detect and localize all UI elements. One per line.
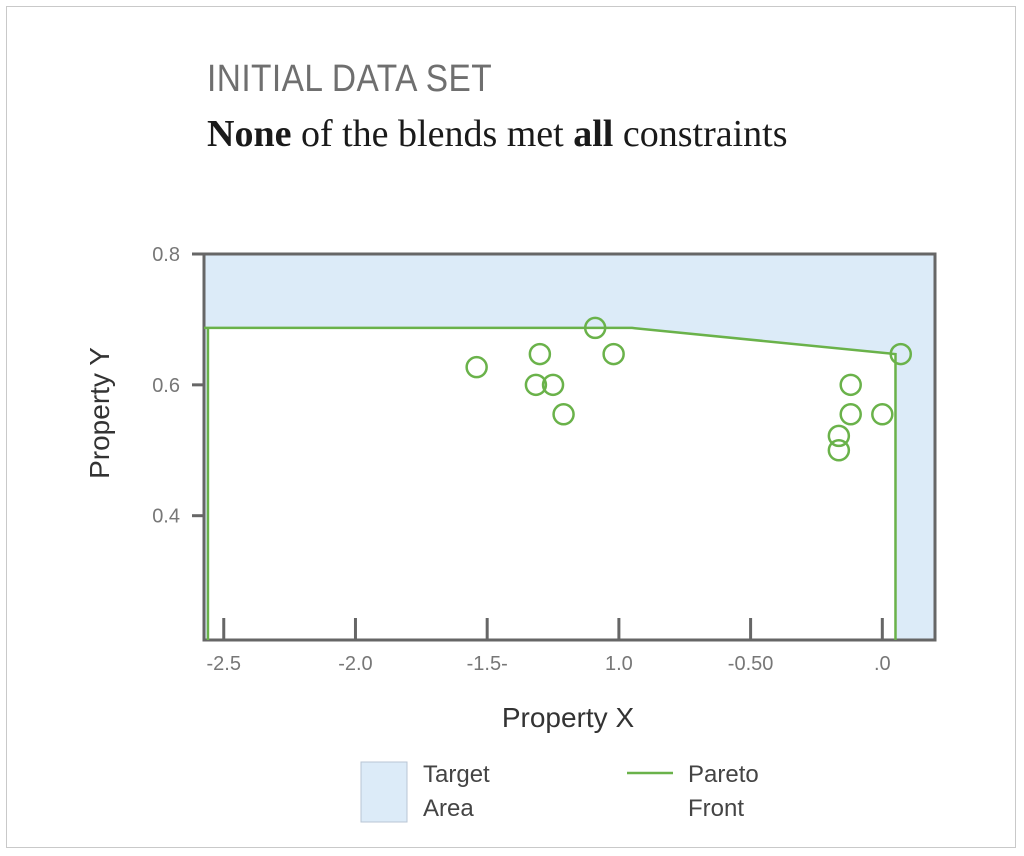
pareto-front-line bbox=[204, 326, 897, 640]
x-tick-label: .0 bbox=[874, 653, 891, 675]
non-target-region bbox=[207, 327, 896, 640]
x-tick-label: 1.0 bbox=[605, 653, 633, 675]
data-point bbox=[541, 373, 565, 397]
data-point bbox=[524, 373, 548, 397]
subtitle-bold-none: None bbox=[207, 113, 292, 155]
x-tick-label: -2.0 bbox=[338, 653, 372, 675]
x-tick-label: -2.5 bbox=[207, 653, 241, 675]
data-point bbox=[839, 373, 862, 397]
data-point bbox=[583, 316, 607, 340]
y-tick-label: 0.6 bbox=[152, 375, 180, 397]
legend-pareto-front-label-line1: Pareto bbox=[688, 761, 759, 788]
y-tick-label: 0.8 bbox=[152, 244, 180, 266]
subtitle-middle: of the blends met bbox=[291, 113, 574, 155]
y-axis: 0.8 0.6 0.4 bbox=[152, 244, 204, 528]
legend-target-area-swatch bbox=[360, 761, 408, 823]
data-point bbox=[827, 424, 851, 448]
x-axis: -2.5 -2.0 -1.5- 1.0 -0.50 .0 bbox=[207, 618, 891, 675]
data-point bbox=[827, 439, 851, 462]
legend-pareto-front-label-line2: Front bbox=[688, 795, 744, 822]
subtitle-end: constraints bbox=[613, 113, 788, 155]
chart-subtitle: None of the blends met all constraints bbox=[207, 112, 788, 156]
y-axis-title: Property Y bbox=[84, 347, 115, 479]
legend: Target Area Pareto Front bbox=[360, 761, 759, 823]
data-point bbox=[552, 403, 575, 426]
data-point bbox=[839, 403, 862, 426]
x-tick-label: -1.5- bbox=[467, 653, 508, 675]
data-point bbox=[602, 342, 625, 366]
data-point bbox=[528, 342, 552, 366]
plot-border bbox=[202, 252, 937, 642]
x-tick-label: -0.50 bbox=[728, 653, 774, 675]
legend-target-area-label-line2: Area bbox=[423, 795, 474, 822]
data-point bbox=[871, 403, 894, 426]
data-points bbox=[465, 316, 913, 462]
data-point bbox=[465, 355, 488, 379]
data-point bbox=[889, 342, 913, 366]
x-axis-title: Property X bbox=[502, 702, 635, 733]
subtitle-bold-all: all bbox=[573, 113, 614, 155]
chart-title: INITIAL DATA SET bbox=[207, 58, 493, 100]
legend-target-area-label-line1: Target bbox=[423, 761, 490, 788]
y-tick-label: 0.4 bbox=[152, 506, 180, 528]
